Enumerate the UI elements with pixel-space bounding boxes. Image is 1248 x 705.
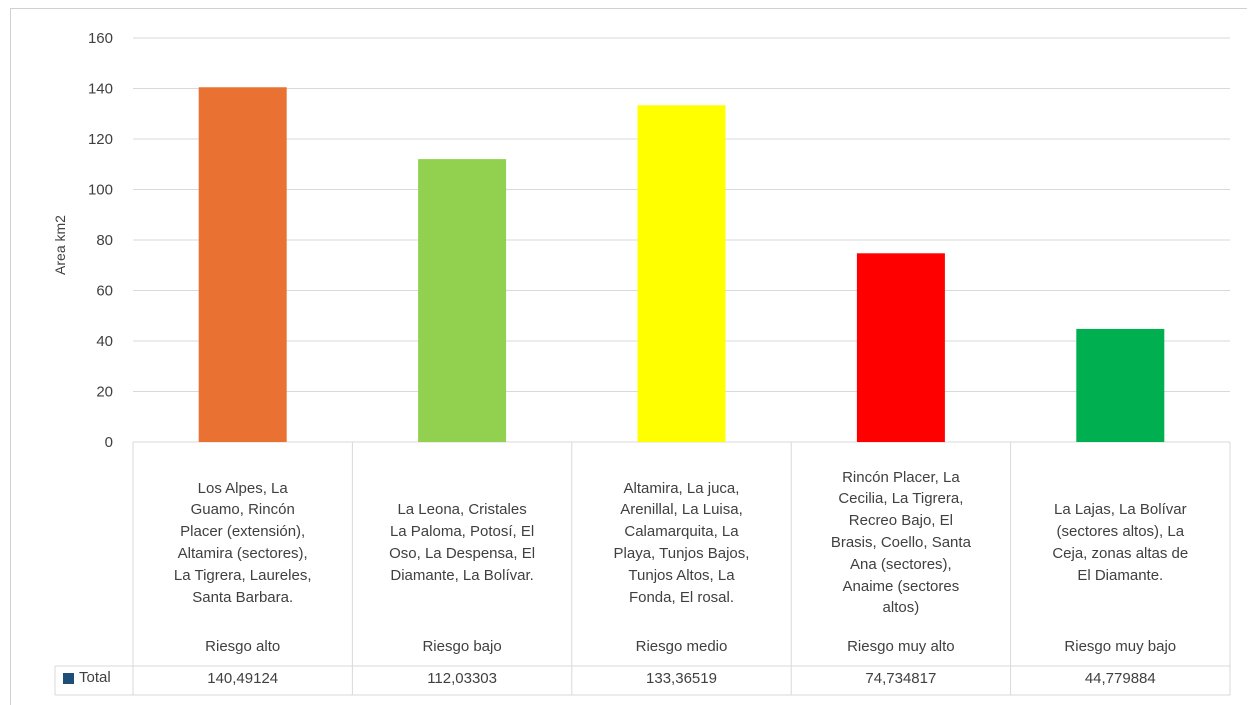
y-tick-label: 40 [96,333,113,350]
bar-5 [1076,328,1165,442]
chart-frame [10,8,1247,705]
total-value: 140,49124 [207,670,279,687]
category-place-line: Fonda, El rosal. [628,588,735,606]
bar-3 [637,105,726,442]
y-tick-label: 140 [88,81,113,98]
y-tick-label: 120 [88,131,113,148]
total-value: 44,779884 [1084,670,1156,687]
category-risk-label: Riesgo muy alto [847,638,955,655]
category-place-line: Recreo Bajo, El [848,512,953,530]
y-axis-label: Area km2 [52,215,68,275]
category-place-line: Santa Barbara. [192,588,294,606]
category-place-line: Tunjos Altos, La [628,566,735,584]
category-place-line: La Leona, Cristales [397,501,527,519]
category-place-line: Ceja, zonas altas de [1052,544,1189,562]
category-places: La Leona, Cristales La Paloma, Potosí, El… [352,499,571,586]
bar-4 [856,253,945,442]
category-place-line: Calamarquita, La [624,523,739,541]
category-place-line: Arenillal, La Luisa, [620,501,743,519]
category-place-line: Altamira, La juca, [623,479,740,497]
category-place-line: Los Alpes, La [197,479,288,497]
category-place-line: Cecilia, La Tigrera, [838,490,964,508]
category-risk-label: Riesgo medio [635,638,728,655]
category-place-line: Playa, Tunjos Bajos, [613,544,750,562]
y-tick-label: 20 [96,384,113,401]
bar-1 [198,87,287,443]
category-risk-label: Riesgo alto [205,638,281,655]
category-risk-label: Riesgo bajo [422,638,502,655]
total-value: 133,36519 [646,670,717,687]
y-tick-label: 100 [88,182,113,199]
y-tick-label: 0 [105,434,113,451]
category-places: Los Alpes, La Guamo, Rincón Placer (extens… [133,478,352,609]
total-value: 74,734817 [865,670,937,687]
y-tick-label: 60 [96,283,113,300]
category-place-line: Oso, La Despensa, El [389,544,536,562]
category-place-line: Ana (sectores), [850,555,952,573]
category-risk-label: Riesgo muy bajo [1064,638,1177,655]
category-places: La Lajas, La Bolívar (sectores altos), La… [1011,499,1230,586]
category-place-line: Placer (extensión), [180,523,306,541]
legend-label-total: Total [79,669,111,686]
category-place-line: Brasis, Coello, Santa [830,534,971,552]
category-places: Altamira, La juca, Arenillal, La Luisa, Ca… [572,478,791,609]
category-place-line: Altamira (sectores), [177,544,308,562]
category-place-line: Guamo, Rincón [190,501,295,519]
category-place-line: Anaime (sectores [842,577,960,595]
legend-key-total [63,673,74,684]
category-place-line: La Tigrera, Laureles, [173,566,312,584]
bar-2 [418,159,507,443]
category-place-line: La Paloma, Potosí, El [389,523,535,541]
category-place-line: Diamante, La Bolívar. [390,566,534,584]
category-places: Rincón Placer, La Cecilia, La Tigrera, Rec… [791,467,1010,620]
category-place-line: altos) [882,599,920,617]
total-value: 112,03303 [427,670,497,687]
category-place-line: La Lajas, La Bolívar [1053,501,1187,519]
category-place-line: Rincón Placer, La [842,468,960,486]
y-tick-label: 160 [88,30,113,47]
category-place-line: (sectores altos), La [1056,523,1185,541]
category-place-line: El Diamante. [1077,566,1164,584]
y-tick-label: 80 [96,232,113,249]
